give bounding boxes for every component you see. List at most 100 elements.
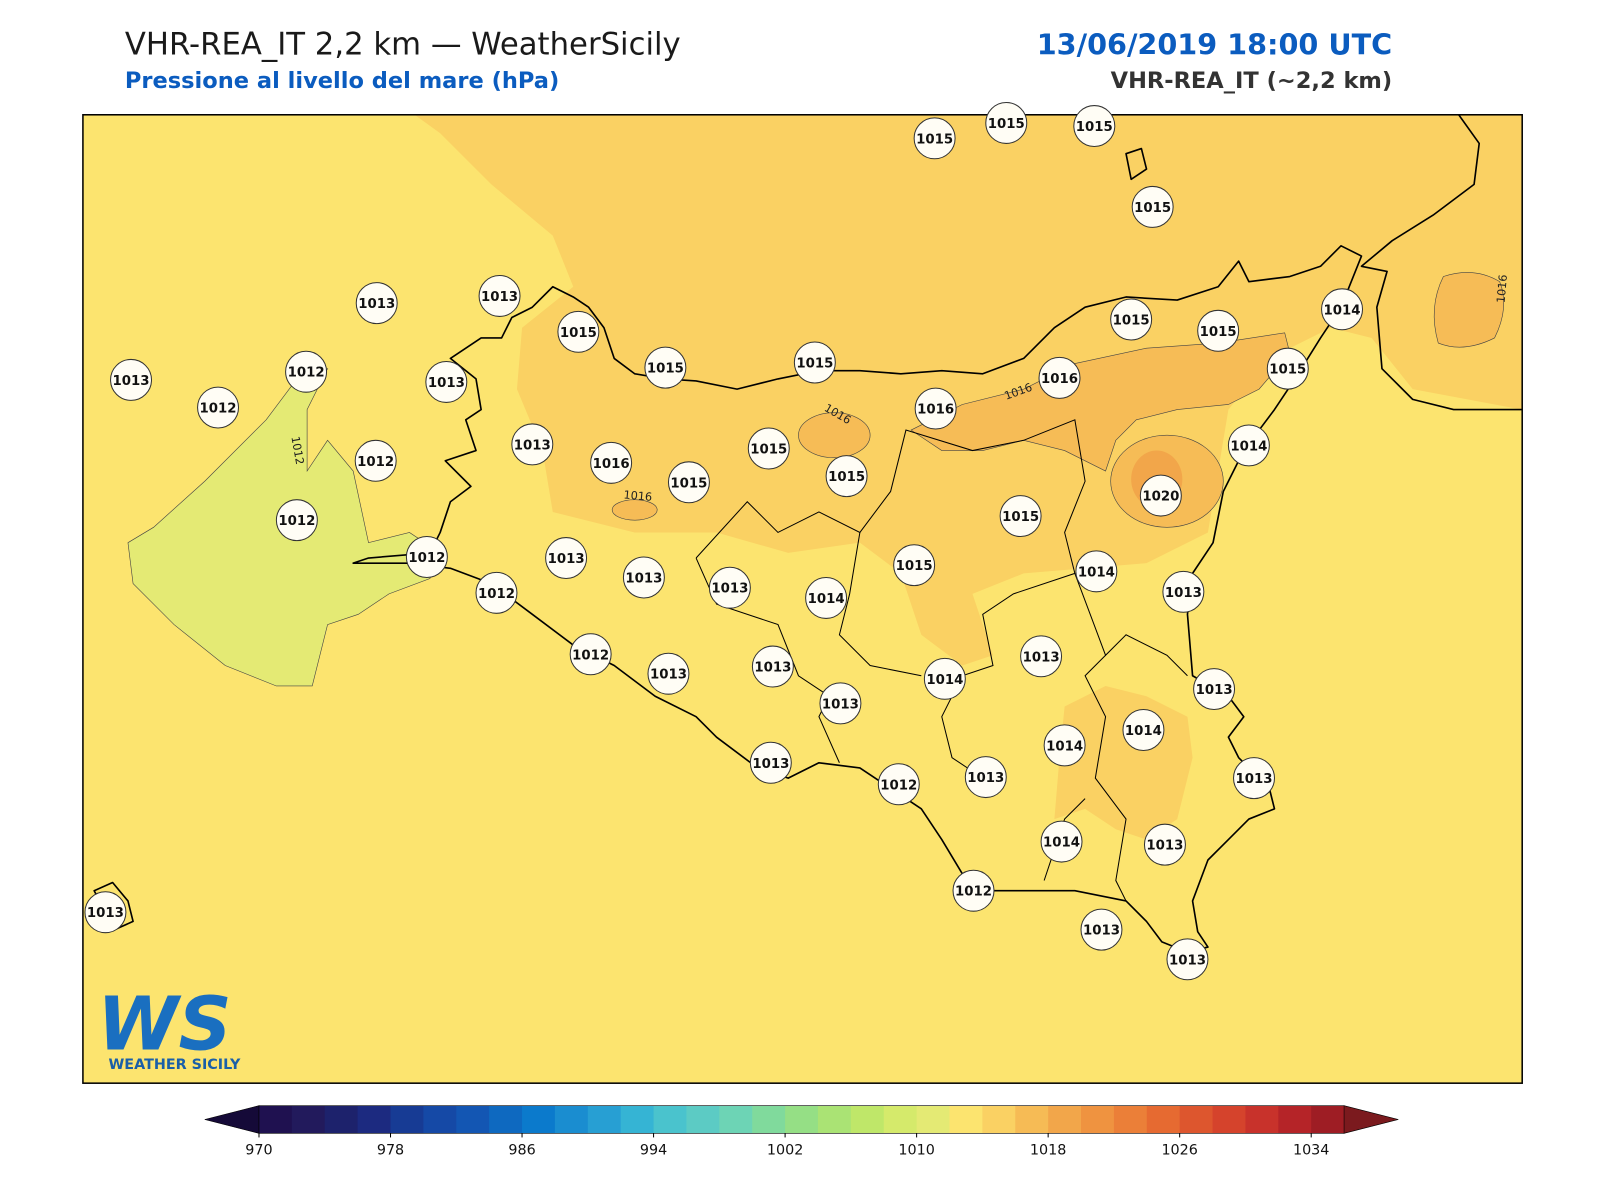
station-marker (914, 387, 957, 430)
station-marker (197, 386, 240, 429)
province-borders (695, 557, 840, 763)
station-value: 1013 (967, 771, 1004, 786)
station-value: 1015 (1269, 363, 1306, 378)
station: 1015 (893, 544, 936, 587)
station-value: 1016 (593, 457, 630, 472)
logo-mark: WS (97, 982, 231, 1067)
station: 1014 (1043, 724, 1086, 767)
station-marker (590, 441, 633, 484)
station-marker (913, 117, 956, 160)
colorbar-bin (554, 1105, 589, 1134)
station: 1016 (1038, 356, 1081, 399)
station-marker (1166, 938, 1209, 981)
title: VHR-REA_IT 2,2 km — WeatherSicily (125, 26, 681, 62)
colorbar-bin (489, 1105, 523, 1134)
station-value: 1015 (1002, 510, 1039, 525)
station-marker (557, 310, 600, 353)
station-marker (1143, 823, 1186, 866)
station-marker (747, 427, 790, 470)
station: 1013 (751, 645, 794, 688)
station: 1014 (1075, 550, 1118, 593)
station: 1015 (1197, 309, 1240, 352)
colorbar-bin (653, 1105, 687, 1134)
station-value: 1013 (1146, 839, 1183, 854)
station: 1016 (914, 387, 957, 430)
station: 1014 (1122, 709, 1165, 751)
colorbar-bin (850, 1105, 885, 1134)
station-marker (84, 891, 127, 934)
station-marker (1266, 347, 1309, 390)
station: 1013 (355, 282, 398, 325)
station-marker (793, 341, 836, 384)
colorbar-extend-high (1343, 1105, 1399, 1134)
station-marker (622, 556, 665, 599)
station-value: 1012 (288, 366, 325, 381)
station: 1013 (511, 423, 554, 466)
station-marker (1197, 309, 1240, 352)
station-value: 1015 (916, 132, 953, 147)
station: 1013 (1193, 668, 1236, 711)
field-1016 (1433, 272, 1505, 348)
station: 1013 (478, 274, 521, 317)
station: 1014 (1321, 288, 1364, 331)
colorbar-bin (752, 1105, 786, 1134)
station: 1015 (644, 346, 687, 389)
station-value: 1013 (428, 376, 465, 391)
station-value: 1014 (1125, 724, 1162, 739)
station: 1012 (197, 386, 240, 429)
subtitle: Pressione al livello del mare (hPa) (125, 68, 559, 94)
colorbar-bin (423, 1105, 457, 1134)
station-marker (1162, 570, 1205, 613)
station-marker (1043, 724, 1086, 767)
map-frame (82, 114, 1523, 1084)
station-value: 1013 (1196, 683, 1233, 698)
station-marker (478, 274, 521, 317)
station-value: 1015 (1200, 325, 1237, 340)
station-value: 1016 (917, 403, 954, 418)
colorbar-tick-label: 1034 (1293, 1143, 1329, 1159)
coastline-calabria (1360, 114, 1523, 411)
station-marker (964, 756, 1007, 799)
colorbar-bin (949, 1105, 983, 1134)
station-marker (511, 423, 554, 466)
colorbar-frame (258, 1105, 1345, 1134)
station: 1012 (569, 633, 612, 676)
station-value: 1013 (1169, 953, 1206, 968)
station-value: 1015 (560, 326, 597, 341)
colorbar-bin (883, 1105, 918, 1134)
field-1016 (611, 499, 658, 521)
station-marker (999, 495, 1042, 538)
colorbar-bin (258, 1105, 293, 1134)
station-marker (275, 499, 318, 542)
colorbar-bin (324, 1105, 359, 1134)
station-value: 1012 (357, 455, 394, 470)
station-value: 1013 (1235, 772, 1272, 787)
colorbar-bin (982, 1105, 1016, 1134)
province-borders (695, 419, 1086, 779)
station-marker (751, 645, 794, 688)
station: 1012 (285, 350, 328, 393)
station-marker (985, 101, 1028, 144)
station-marker (1227, 424, 1270, 467)
colorbar-bin (456, 1105, 490, 1134)
colorbar-bin (1113, 1105, 1148, 1134)
station-value: 1013 (481, 290, 518, 305)
station-value: 1013 (1165, 586, 1202, 601)
station-value: 1015 (750, 443, 787, 458)
station-marker (1075, 550, 1118, 593)
station-value: 1014 (808, 592, 845, 607)
colorbar-tick-label: 1002 (767, 1143, 803, 1159)
station: 1013 (647, 652, 690, 695)
colorbar-bin (1179, 1105, 1214, 1134)
station-marker (952, 869, 995, 912)
colorbar-tick-label: 1010 (898, 1143, 934, 1159)
colorbar-tick-label: 1018 (1030, 1143, 1066, 1159)
station-value: 1013 (822, 697, 859, 712)
station: 1012 (275, 499, 318, 542)
station-marker (708, 566, 751, 609)
colorbar-tick-label: 994 (640, 1143, 667, 1159)
station-marker (923, 657, 966, 700)
station-marker (354, 439, 397, 482)
station-marker (1110, 298, 1153, 341)
